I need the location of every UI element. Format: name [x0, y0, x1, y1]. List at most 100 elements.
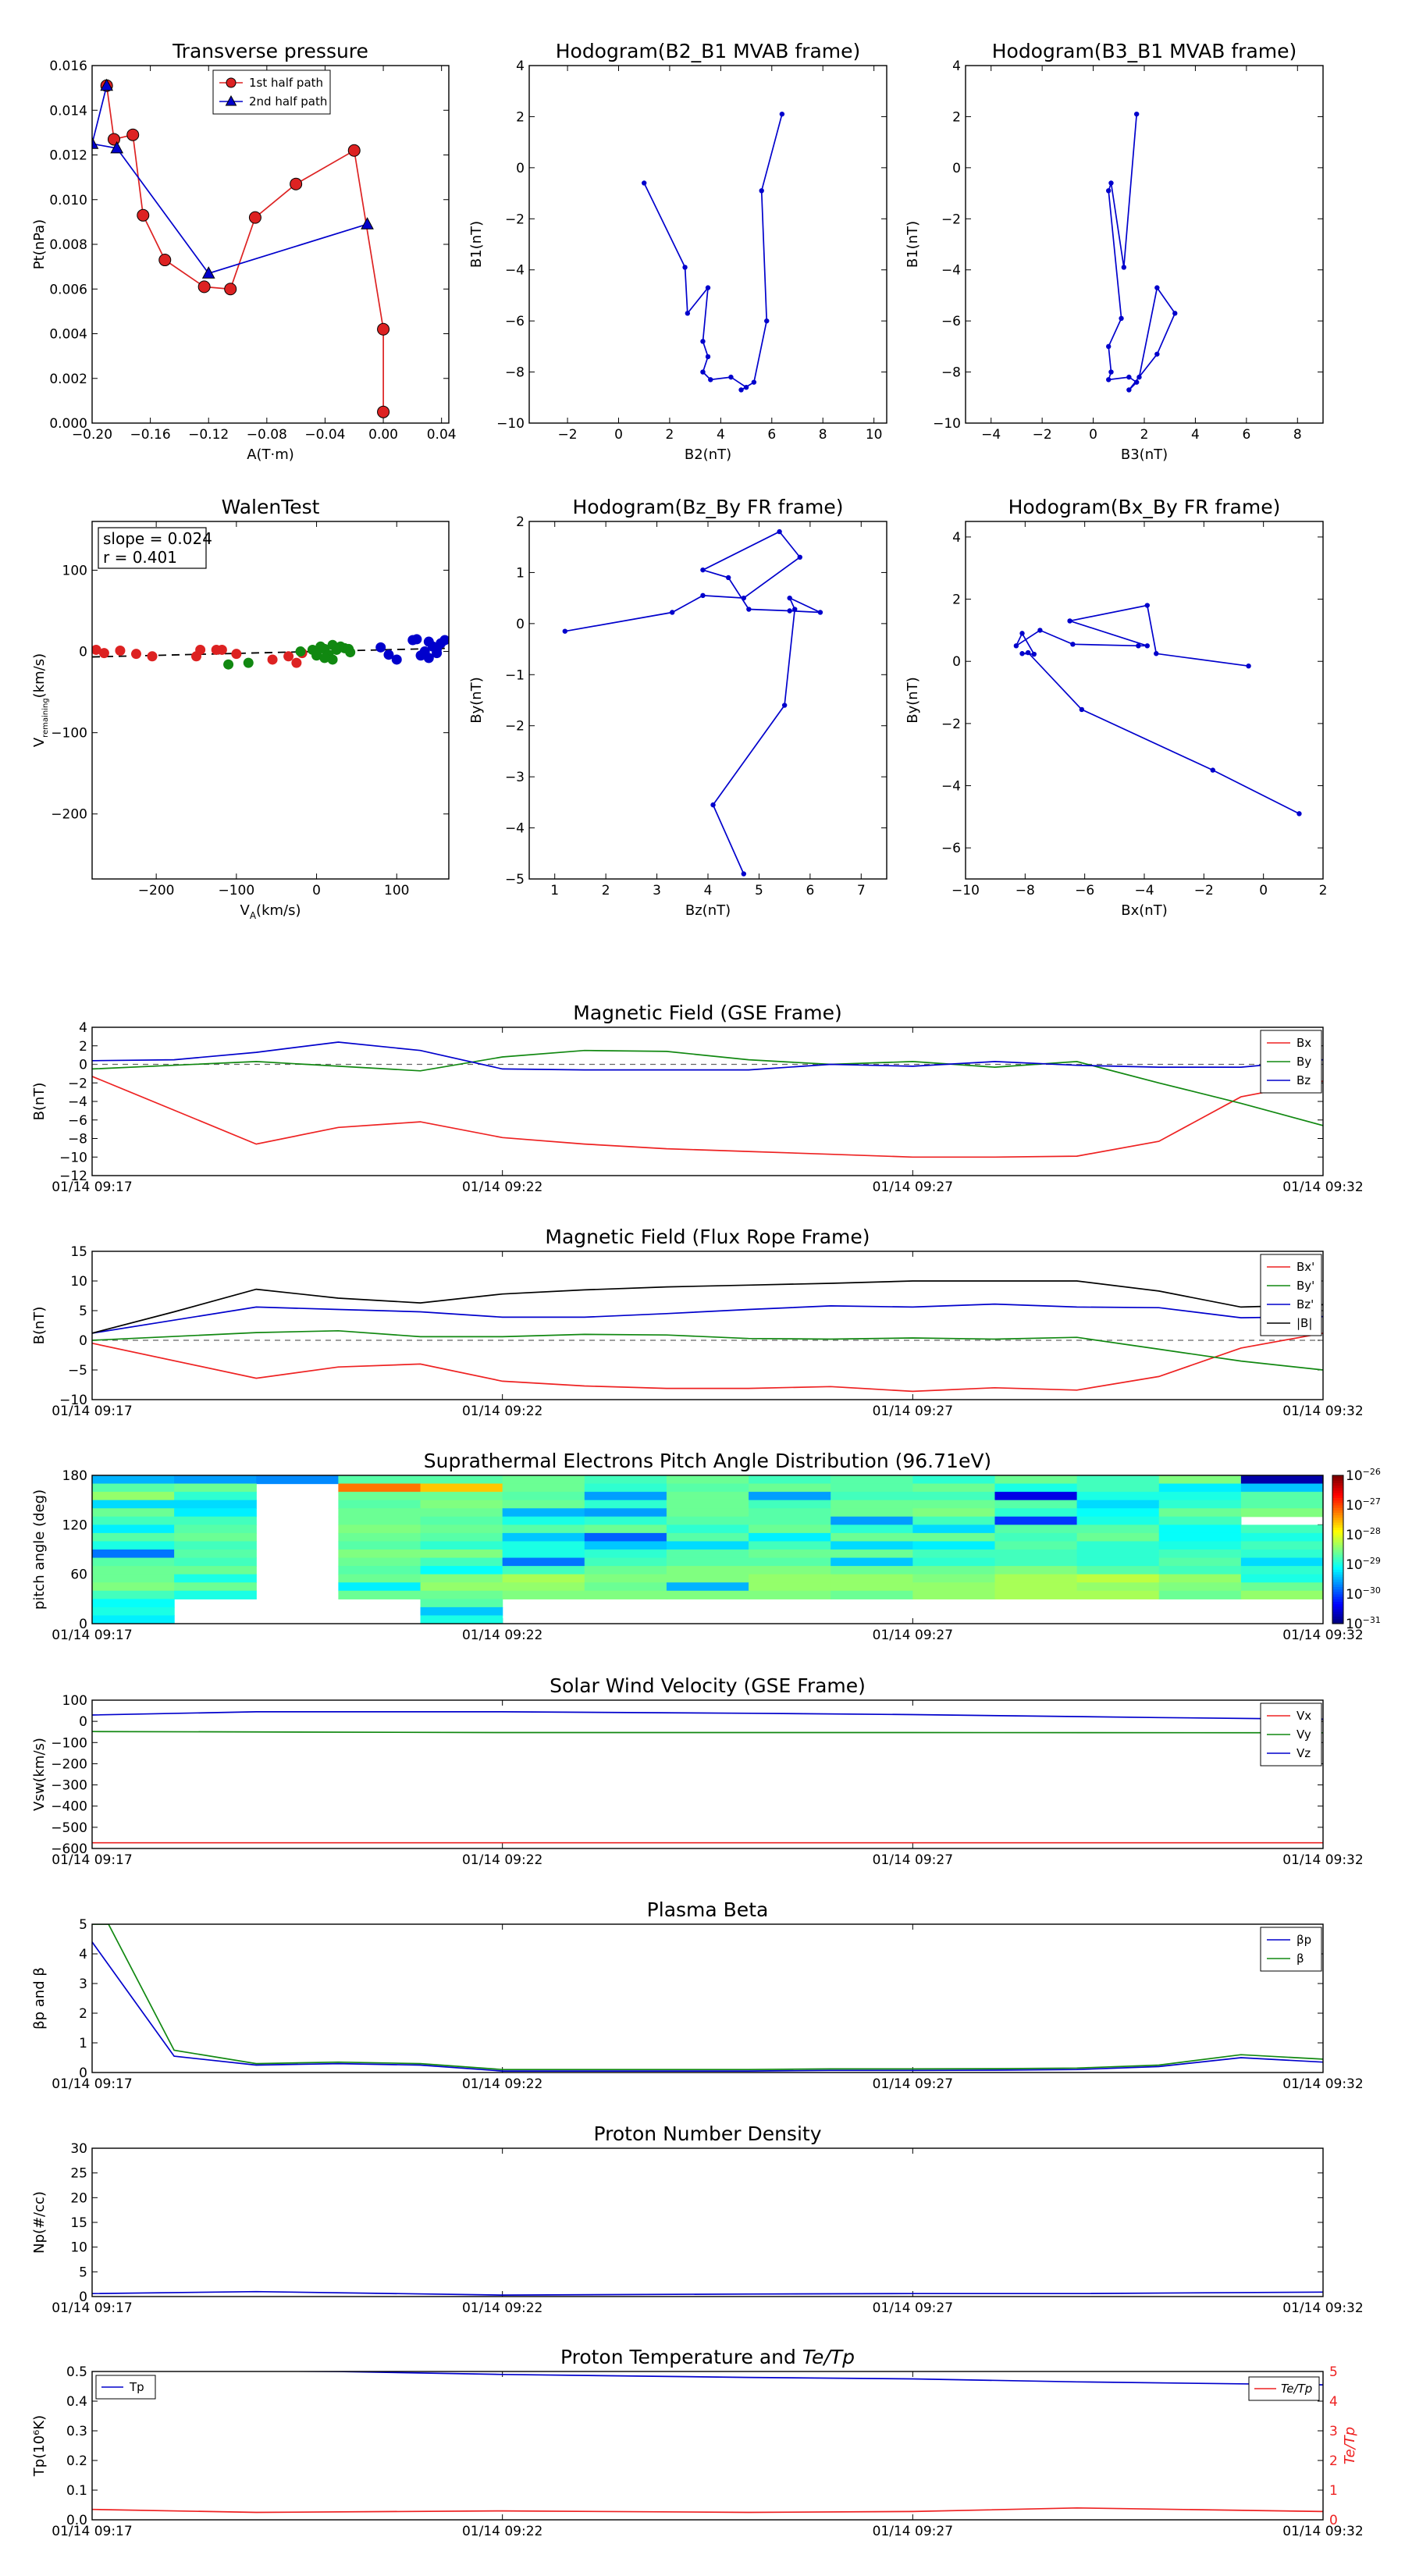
data-point — [291, 657, 302, 668]
data-point — [741, 595, 746, 601]
x-tick-label: −8 — [1016, 883, 1035, 898]
plot-frame — [91, 1475, 1324, 1624]
heatmap-cell — [994, 1525, 1078, 1534]
data-point — [361, 217, 374, 229]
heatmap-cell — [1158, 1532, 1242, 1542]
y-tick-label: 15 — [70, 1244, 87, 1260]
heatmap-cell — [92, 1541, 175, 1550]
x-tick-label: 01/14 09:32 — [1282, 1179, 1363, 1195]
heatmap-cell — [338, 1541, 422, 1550]
heatmap-cell — [831, 1557, 913, 1567]
chart-title: Magnetic Field (Flux Rope Frame) — [545, 1226, 870, 1248]
y-tick-label: 2 — [79, 2006, 87, 2022]
series-line — [92, 1303, 1323, 1334]
legend-label: 1st half path — [249, 76, 323, 90]
data-point — [1119, 315, 1124, 322]
legend: Bx' By' Bz' |B| — [1260, 1254, 1322, 1336]
x-axis-label: Bz(nT) — [685, 902, 731, 919]
plot-area — [562, 528, 823, 877]
x-tick-label: 4 — [717, 427, 725, 443]
heatmap-cell — [994, 1566, 1078, 1575]
legend: Tp — [95, 2375, 156, 2400]
data-point — [231, 649, 242, 660]
y-axis-label-text: By(nT) — [905, 677, 921, 723]
y-axis-label: Vremaining(km/s) — [31, 653, 50, 747]
plot-frame — [91, 1026, 1324, 1176]
x-tick-label: 1 — [550, 883, 559, 898]
heatmap-cell — [338, 1574, 422, 1583]
chart-title: Hodogram(B3_B1 MVAB frame) — [992, 40, 1297, 62]
data-point — [700, 567, 706, 573]
heatmap-cell — [912, 1500, 996, 1509]
x-tick-label: 01/14 09:17 — [52, 2076, 132, 2092]
data-point — [1144, 643, 1151, 649]
heatmap-cell — [994, 1492, 1078, 1501]
y-tick-label: 2 — [79, 1039, 87, 1055]
colorbar-step — [1332, 1535, 1343, 1538]
x-tick-label: 01/14 09:22 — [462, 1628, 542, 1643]
data-point — [223, 659, 234, 670]
chart-title: Magnetic Field (GSE Frame) — [573, 1002, 841, 1024]
heatmap-cell — [1076, 1550, 1160, 1559]
y-tick-label: −8 — [941, 365, 961, 381]
x-tick-label: 6 — [806, 883, 814, 898]
y-tick-label: −6 — [941, 314, 961, 329]
heatmap-cell — [912, 1582, 996, 1592]
colorbar-step — [1332, 1557, 1343, 1560]
y-axis-label: βp and β — [31, 1967, 48, 2030]
colorbar-step — [1332, 1569, 1343, 1572]
y-tick-label: 30 — [70, 2141, 87, 2157]
data-point — [158, 254, 172, 267]
colorbar-step — [1332, 1609, 1343, 1612]
data-point — [191, 651, 202, 662]
colorbar-step — [1332, 1611, 1343, 1614]
heatmap-cell — [1076, 1500, 1160, 1509]
data-point — [98, 648, 109, 659]
heatmap-cell — [174, 1557, 257, 1567]
data-point — [290, 177, 303, 190]
x-tick-label: −0.16 — [130, 427, 171, 443]
y-tick-label: 0.008 — [49, 237, 87, 253]
heatmap-cell — [338, 1500, 422, 1509]
y-axis-label-text: V — [31, 737, 48, 747]
x-tick-label: −0.08 — [247, 427, 287, 443]
heatmap-cell — [584, 1475, 667, 1485]
y-tick-label: 0.3 — [66, 2424, 87, 2439]
y-tick-label: 15 — [70, 2215, 87, 2231]
y-tick-label: −4 — [505, 263, 525, 279]
heatmap-cell — [1076, 1574, 1160, 1583]
legend-label: By' — [1297, 1279, 1314, 1293]
y-tick-label: −4 — [505, 821, 525, 837]
y-axis-label-text: Tp(10⁶K) — [31, 2415, 48, 2477]
y-axis-label: B(nT) — [31, 1307, 48, 1345]
y-tick-label: 0 — [79, 1617, 87, 1632]
plot-area — [92, 1711, 1323, 1844]
y-tick-label: 0.016 — [49, 59, 87, 74]
annotation-text: slope = 0.024 — [103, 529, 212, 548]
heatmap-cell — [502, 1550, 585, 1559]
y-tick-label: 25 — [70, 2166, 87, 2182]
legend-label: Bx' — [1297, 1260, 1314, 1274]
colorbar-step — [1332, 1603, 1343, 1607]
legend-label: 2nd half path — [249, 94, 327, 109]
colorbar-step — [1332, 1582, 1343, 1585]
plot-frame — [528, 65, 887, 424]
data-point — [115, 646, 126, 656]
plot-area — [92, 2290, 1323, 2296]
data-point — [779, 111, 785, 117]
chart-title-text: Hodogram(B3_B1 MVAB frame) — [992, 40, 1297, 62]
heatmap-cell — [749, 1483, 831, 1493]
colorbar-step — [1332, 1502, 1343, 1506]
y-tick-label: 5 — [79, 2265, 87, 2280]
x-tick-label: 0 — [1259, 883, 1268, 898]
heatmap-cell — [1158, 1557, 1242, 1567]
data-point — [1133, 111, 1140, 117]
y-axis-label: B(nT) — [31, 1083, 48, 1121]
y-axis-label-right: Te/Tp — [1342, 2427, 1358, 2464]
x-tick-label: 01/14 09:27 — [873, 1179, 953, 1195]
colorbar-step — [1332, 1571, 1343, 1575]
heatmap-cell — [831, 1541, 913, 1550]
heatmap-cell — [994, 1508, 1078, 1517]
heatmap-cell — [1240, 1508, 1323, 1517]
